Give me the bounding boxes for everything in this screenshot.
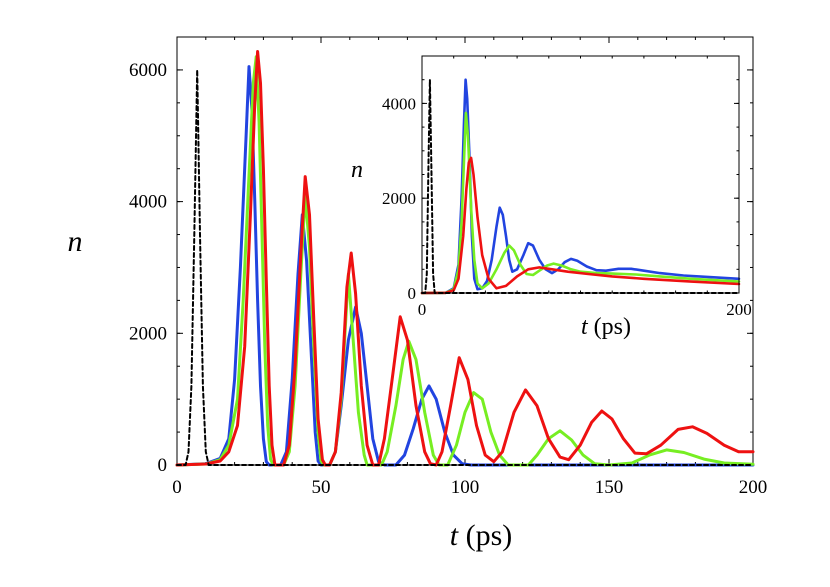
- inset-y-axis-label: n: [351, 157, 363, 183]
- main-x-tick-label: 0: [172, 477, 182, 498]
- main-series-pump: [176, 68, 754, 466]
- main-y-axis-label: n: [68, 225, 83, 258]
- inset-y-tick-label: 0: [408, 284, 417, 303]
- main-x-tick-label: 100: [451, 477, 480, 498]
- main-y-tick-label: 6000: [129, 60, 167, 81]
- main-y-tick-label: 2000: [129, 323, 167, 344]
- main-y-tick-label: 0: [158, 455, 168, 476]
- inset-y-tick-label: 4000: [382, 94, 416, 113]
- inset-x-tick-label: 0: [418, 300, 427, 319]
- inset-series-pump: [421, 78, 740, 294]
- inset-x-axis-label: t (ps): [581, 314, 631, 340]
- main-x-tick-label: 150: [595, 477, 624, 498]
- inset-series-blue: [420, 78, 741, 295]
- inset-series-green: [420, 111, 741, 295]
- main-x-tick-label: 50: [312, 477, 331, 498]
- inset-series-red: [420, 156, 741, 295]
- main-y-tick-label: 4000: [129, 192, 167, 213]
- inset-y-tick-label: 2000: [382, 189, 416, 208]
- main-series-red: [175, 50, 755, 467]
- inset-x-tick-label: 200: [726, 300, 752, 319]
- main-x-axis-label: t (ps): [450, 519, 513, 552]
- main-x-tick-label: 200: [739, 477, 768, 498]
- inset-series: [420, 78, 741, 295]
- main-series: [175, 50, 755, 467]
